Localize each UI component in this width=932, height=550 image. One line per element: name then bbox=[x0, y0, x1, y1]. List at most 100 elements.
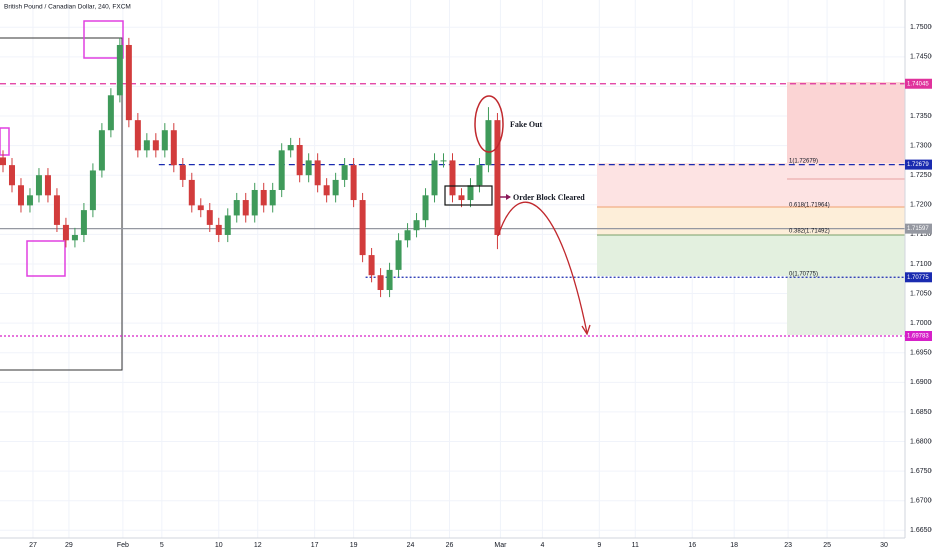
y-tick-label: 1.70500 bbox=[910, 290, 932, 297]
candle-body bbox=[494, 120, 501, 235]
level-tag bbox=[905, 78, 932, 89]
candle-body bbox=[278, 150, 285, 190]
candle-body bbox=[143, 140, 150, 151]
candle-body bbox=[35, 175, 42, 196]
y-tick-label: 1.68000 bbox=[910, 438, 932, 445]
arrow-head bbox=[581, 324, 591, 336]
level-tag bbox=[905, 272, 932, 283]
x-tick-label: 24 bbox=[407, 542, 415, 549]
candle-body bbox=[161, 130, 168, 151]
level-tag bbox=[905, 223, 932, 234]
candle-body bbox=[458, 195, 465, 201]
candle-body bbox=[395, 240, 402, 270]
x-tick-label: Mar bbox=[494, 542, 507, 549]
candle-body bbox=[206, 210, 213, 225]
projection-arrow bbox=[497, 201, 588, 334]
candle-body bbox=[485, 120, 492, 166]
y-tick-label: 1.72500 bbox=[910, 172, 932, 179]
x-tick-label: 30 bbox=[880, 542, 888, 549]
fib-label: 0.382(1.71492) bbox=[789, 229, 830, 235]
candle-body bbox=[332, 179, 339, 196]
level-label: 1.74045 bbox=[907, 81, 929, 87]
candle-body bbox=[305, 160, 312, 176]
candle-body bbox=[260, 189, 267, 206]
candle-body bbox=[269, 189, 276, 206]
candle-body bbox=[449, 160, 456, 196]
x-tick-label: 16 bbox=[688, 542, 696, 549]
candle-body bbox=[368, 255, 375, 276]
fib-label: 0.618(1.71964) bbox=[789, 203, 830, 209]
candle-body bbox=[377, 275, 384, 291]
candle-body bbox=[80, 210, 87, 235]
candle-body bbox=[152, 140, 159, 151]
y-tick-label: 1.72000 bbox=[910, 202, 932, 209]
candle-body bbox=[233, 200, 240, 216]
order-block-box bbox=[444, 185, 493, 206]
candle-body bbox=[224, 215, 231, 235]
candle-body bbox=[251, 189, 258, 216]
candle-body bbox=[107, 95, 114, 131]
x-tick-label: 26 bbox=[446, 542, 454, 549]
y-tick-label: 1.68500 bbox=[910, 409, 932, 416]
x-tick-label: 17 bbox=[311, 542, 319, 549]
x-tick-label: 23 bbox=[784, 542, 792, 549]
x-tick-label: 25 bbox=[823, 542, 831, 549]
chart-title: British Pound / Canadian Dollar, 240, FX… bbox=[4, 4, 131, 11]
candle-body bbox=[71, 234, 78, 241]
x-tick-label: 10 bbox=[215, 542, 223, 549]
level-tag bbox=[905, 330, 932, 341]
candle-body bbox=[98, 130, 105, 171]
candle-body bbox=[44, 175, 51, 196]
candle-body bbox=[341, 165, 348, 180]
candle-body bbox=[431, 160, 438, 196]
level-tag bbox=[905, 159, 932, 170]
candle-body bbox=[242, 200, 249, 216]
candle-body bbox=[359, 200, 366, 256]
candle-body bbox=[296, 145, 303, 176]
x-tick-label: 19 bbox=[350, 542, 358, 549]
x-tick-label: 12 bbox=[254, 542, 262, 549]
candle-body bbox=[287, 145, 294, 151]
candle-body bbox=[215, 224, 222, 235]
level-label: 1.72679 bbox=[907, 162, 929, 168]
y-tick-label: 1.70000 bbox=[910, 320, 932, 327]
fib-label: 0(1.70775) bbox=[789, 272, 818, 278]
y-tick-label: 1.66500 bbox=[910, 527, 932, 534]
candle-body bbox=[26, 195, 33, 206]
highlight-box bbox=[26, 240, 66, 277]
x-tick-label: 11 bbox=[632, 542, 639, 549]
x-tick-label: 27 bbox=[29, 542, 37, 549]
candle-body bbox=[134, 120, 141, 151]
target-zone bbox=[597, 235, 905, 276]
x-tick-label: 18 bbox=[730, 542, 738, 549]
arrow-head bbox=[506, 194, 511, 200]
y-tick-label: 1.67500 bbox=[910, 468, 932, 475]
candle-body bbox=[188, 179, 195, 206]
annotation: Order Block Cleared bbox=[513, 193, 585, 202]
y-tick-label: 1.71500 bbox=[910, 231, 932, 238]
risk-zone bbox=[597, 163, 905, 207]
y-tick-label: 1.74500 bbox=[910, 54, 932, 61]
candle-body bbox=[404, 230, 411, 241]
candle-body bbox=[53, 195, 60, 225]
candle-body bbox=[467, 185, 474, 201]
stop-zone bbox=[787, 82, 905, 163]
candle-body bbox=[314, 160, 321, 186]
y-tick-label: 1.69500 bbox=[910, 350, 932, 357]
candle-body bbox=[62, 224, 69, 241]
candle-body bbox=[179, 165, 186, 180]
highlight-box bbox=[0, 127, 10, 156]
fib-label: 1(1.72679) bbox=[789, 159, 818, 165]
candle-body bbox=[125, 44, 132, 121]
y-tick-label: 1.73000 bbox=[910, 142, 932, 149]
x-tick-label: 4 bbox=[540, 542, 544, 549]
candle-body bbox=[413, 220, 420, 231]
candle-body bbox=[476, 165, 483, 186]
y-tick-label: 1.69000 bbox=[910, 379, 932, 386]
candle-body bbox=[116, 44, 123, 96]
range-box bbox=[0, 37, 123, 371]
candle-body bbox=[440, 160, 447, 162]
plot-layer bbox=[0, 37, 905, 337]
candle-body bbox=[17, 185, 24, 206]
x-tick-label: 5 bbox=[160, 542, 164, 549]
